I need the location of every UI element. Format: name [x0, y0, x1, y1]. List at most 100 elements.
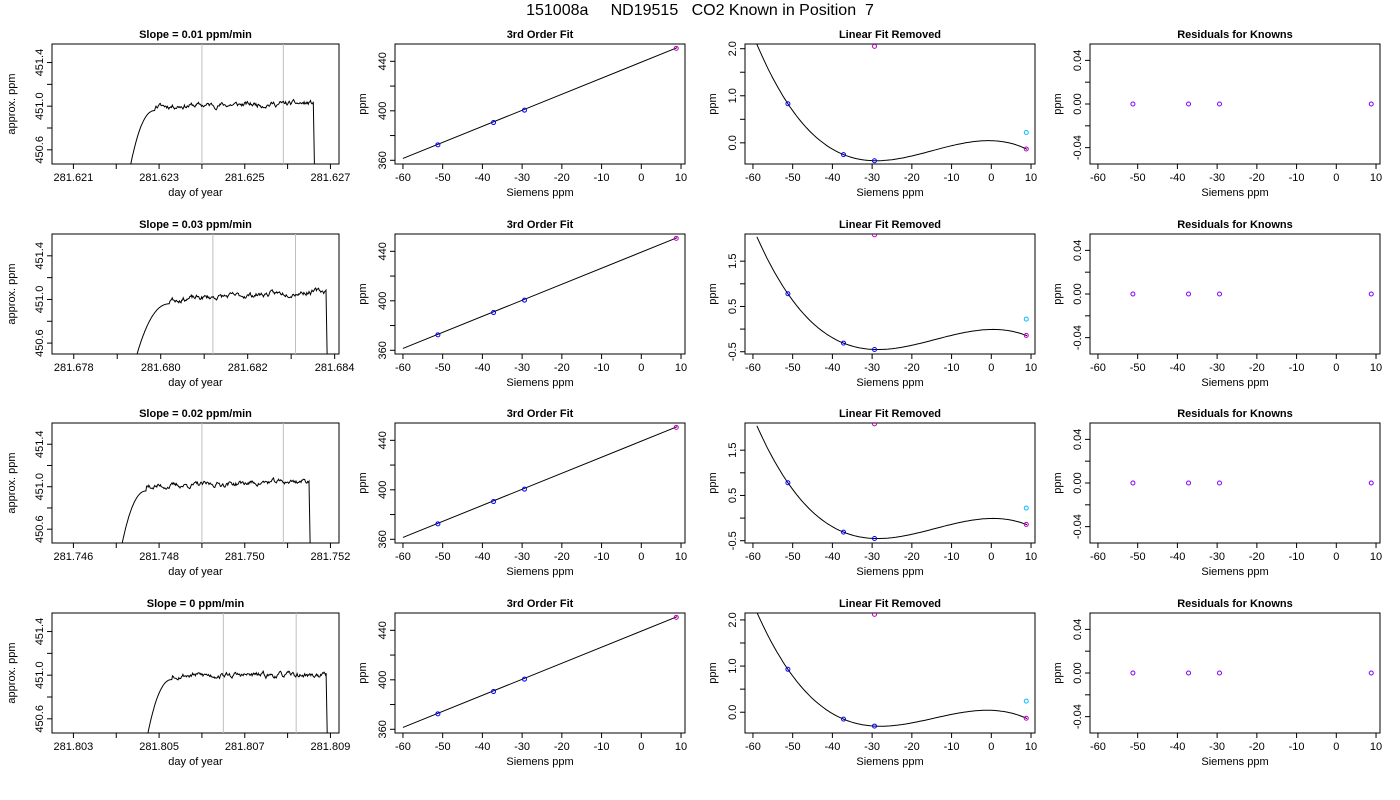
x-tick-label: -40	[474, 172, 490, 184]
data-point	[1130, 670, 1136, 676]
data-point	[1130, 480, 1136, 486]
data-point	[491, 689, 497, 695]
data-point	[522, 486, 528, 492]
y-axis-label: approx. ppm	[6, 73, 18, 134]
x-tick-label: -60	[395, 172, 411, 184]
fit-line	[402, 616, 678, 728]
x-tick-label: -20	[554, 172, 570, 184]
chart-panel-r4c2: 3rd Order Fit -60 -50 -40 -30 -20 -10 0 10 Siemen…	[357, 598, 687, 768]
ppm-trace-line	[136, 287, 328, 354]
x-tick-label: -60	[745, 362, 761, 374]
data-point	[435, 332, 441, 338]
data-point	[785, 666, 791, 672]
y-axis-label: ppm	[707, 283, 719, 304]
x-tick-label: -20	[904, 172, 920, 184]
y-tick-label: -0.5	[727, 342, 739, 361]
data-point	[872, 234, 878, 238]
x-tick-label: -10	[944, 741, 960, 753]
plot-frame	[51, 43, 340, 165]
data-point	[673, 424, 679, 430]
data-point	[872, 158, 878, 164]
ppm-trace-line	[147, 669, 328, 733]
chart-title: Linear Fit Removed	[839, 408, 941, 420]
data-point	[1186, 291, 1192, 297]
x-tick-label: -30	[1209, 741, 1225, 753]
y-axis-label: ppm	[1052, 93, 1064, 114]
x-tick-label: -30	[1209, 551, 1225, 563]
y-tick-label: 440	[377, 52, 389, 70]
y-tick-label: 360	[377, 530, 389, 548]
y-tick-label: 0.04	[1072, 429, 1084, 450]
plot-data	[1130, 480, 1374, 486]
y-tick-label: 450.6	[34, 515, 46, 543]
x-tick-label: -40	[474, 362, 490, 374]
plot-frame	[744, 233, 1036, 355]
x-tick-label: -40	[824, 551, 840, 563]
y-tick-label: 0.00	[1072, 662, 1084, 683]
y-tick-label: 450.6	[34, 136, 46, 164]
x-tick-label: -30	[1209, 172, 1225, 184]
x-tick-label: 0	[988, 551, 994, 563]
y-tick-label: -0.04	[1072, 325, 1084, 350]
x-tick-label: -20	[1249, 362, 1265, 374]
chart-panel-r2c4: Residuals for Knowns -60 -50 -40 -30 -20 -10 0 1…	[1052, 219, 1382, 389]
plot-data	[1130, 291, 1374, 297]
data-point	[435, 521, 441, 527]
x-tick-label: -10	[594, 362, 610, 374]
y-tick-label: 450.6	[34, 705, 46, 733]
chart-panel-r3c3: Linear Fit Removed -60 -50 -40 -30 -20 -10 0 10 S…	[707, 408, 1037, 578]
x-tick-label: -50	[785, 551, 801, 563]
data-point	[1368, 101, 1374, 107]
data-point	[872, 44, 878, 49]
x-tick-label: -20	[904, 551, 920, 563]
chart-panel-r4c1: Slope = 0 ppm/min 281.803 281.805 281.807 28…	[6, 598, 350, 768]
y-tick-label: 1.5	[727, 254, 739, 269]
x-tick-label: 281.750	[225, 551, 265, 563]
plot-frame	[744, 422, 1036, 544]
data-point	[841, 152, 847, 158]
y-tick-label: 450.6	[34, 329, 46, 357]
y-axis-label: approx. ppm	[6, 452, 18, 513]
x-tick-label: 281.807	[225, 741, 265, 753]
x-tick-label: 10	[1370, 362, 1382, 374]
x-tick-label: -20	[554, 551, 570, 563]
x-tick-label: -30	[514, 551, 530, 563]
y-axis-label: ppm	[707, 472, 719, 493]
x-tick-label: -60	[395, 551, 411, 563]
data-point	[1130, 101, 1136, 107]
y-tick-label: 440	[377, 431, 389, 449]
x-tick-label: -10	[1289, 551, 1305, 563]
x-tick-label: 10	[1025, 172, 1037, 184]
x-tick-label: -40	[1169, 551, 1185, 563]
x-axis-label: Siemens ppm	[506, 566, 573, 578]
y-tick-label: 0.0	[727, 135, 739, 150]
x-tick-label: 0	[1333, 362, 1339, 374]
data-point	[522, 297, 528, 303]
x-tick-label: -30	[864, 741, 880, 753]
y-axis-label: ppm	[707, 93, 719, 114]
x-tick-label: 10	[1370, 172, 1382, 184]
x-tick-label: 281.625	[225, 172, 265, 184]
fit-curve	[756, 44, 1028, 162]
chart-title: Linear Fit Removed	[839, 29, 941, 41]
x-tick-label: -50	[785, 362, 801, 374]
chart-panel-r2c2: 3rd Order Fit -60 -50 -40 -30 -20 -10 0 10 Siemen…	[357, 219, 687, 389]
chart-panel-r3c2: 3rd Order Fit -60 -50 -40 -30 -20 -10 0 10 Siemen…	[357, 408, 687, 578]
y-tick-label: 0.0	[727, 705, 739, 720]
x-tick-label: 10	[1370, 741, 1382, 753]
data-point	[841, 340, 847, 346]
plot-frame	[51, 612, 340, 734]
x-tick-label: -10	[594, 172, 610, 184]
y-tick-label: 451.4	[34, 618, 46, 646]
plot-data	[756, 234, 1029, 352]
chart-title: 3rd Order Fit	[507, 408, 574, 420]
x-tick-label: 0	[638, 741, 644, 753]
y-axis-label: ppm	[357, 472, 369, 493]
y-tick-label: 400	[377, 292, 389, 310]
x-tick-label: 281.684	[315, 362, 355, 374]
chart-panel-r1c1: Slope = 0.01 ppm/min 281.621 281.623 281.62…	[6, 29, 350, 199]
x-tick-label: 281.621	[54, 172, 94, 184]
plot-data	[147, 613, 328, 733]
y-tick-label: 400	[377, 481, 389, 499]
plot-frame	[51, 422, 340, 544]
